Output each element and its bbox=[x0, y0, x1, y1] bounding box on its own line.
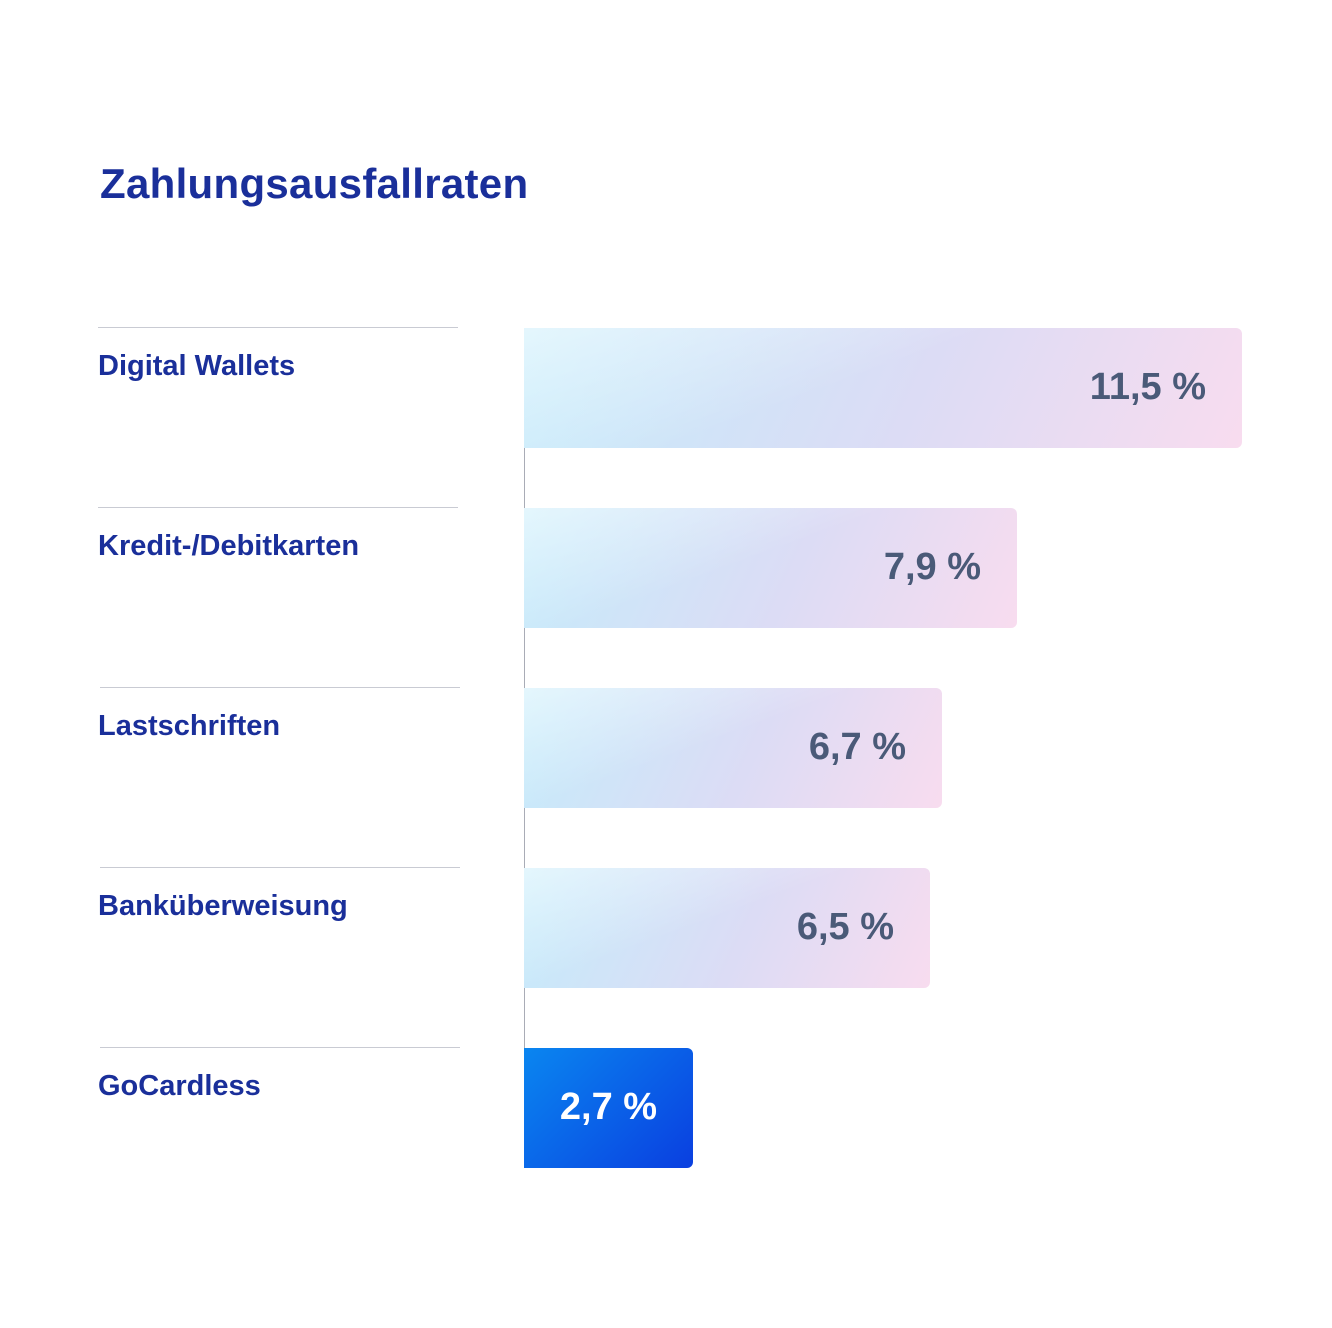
bar bbox=[524, 1048, 693, 1168]
bar-value-label: 6,7 % bbox=[808, 726, 906, 768]
bar-value-label: 6,5 % bbox=[796, 906, 894, 948]
bar bbox=[524, 688, 942, 808]
category-label: GoCardless bbox=[98, 1070, 261, 1102]
category-label: Kredit-/Debitkarten bbox=[98, 530, 360, 562]
chart-title: Zahlungsausfallraten bbox=[100, 160, 529, 207]
row-divider bbox=[100, 687, 460, 688]
bar-value-label: 2,7 % bbox=[559, 1086, 658, 1128]
category-label: Banküberweisung bbox=[98, 890, 348, 922]
row-divider bbox=[100, 867, 460, 868]
bar bbox=[524, 328, 1242, 448]
category-label: Digital Wallets bbox=[98, 350, 296, 382]
bar-value-label: 11,5 % bbox=[1089, 366, 1206, 408]
bar bbox=[524, 868, 930, 988]
bar-value-label: 7,9 % bbox=[883, 546, 981, 588]
row-divider bbox=[100, 1047, 460, 1048]
category-label: Lastschriften bbox=[98, 710, 281, 742]
row-divider bbox=[98, 327, 458, 328]
row-divider bbox=[98, 507, 458, 508]
bar bbox=[524, 508, 1017, 628]
